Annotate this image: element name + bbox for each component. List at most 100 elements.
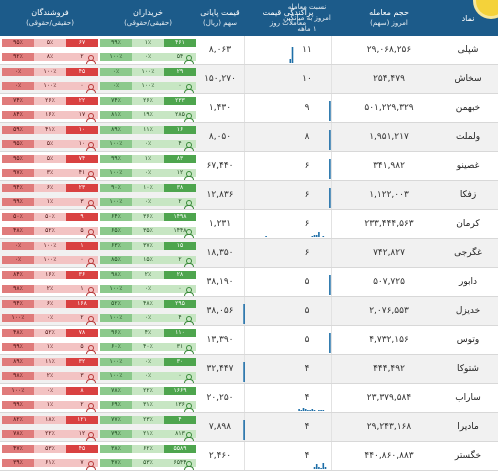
symbol-name[interactable]: وتوس [456,335,480,345]
buyers-cell: ۵۲٪ ۴۸٪ ۲۹۵ ۱۰۰٪ ۰٪ ۴ [100,297,196,325]
sellers-count: ۱۰ [66,126,98,134]
trade-volume: ۴۴۰,۸۶۰,۸۸۳ [364,451,414,461]
symbol-name[interactable]: ولملت [455,132,481,142]
buyers-legal-count: ۱۳۶ [164,401,196,409]
spread-bar [309,410,311,411]
symbol-name[interactable]: غگرجی [454,248,482,258]
buyers-count-split: ۱۰۰٪ ۰٪ ۱۲ [100,169,196,177]
volume-ratio: ۶ [304,161,310,171]
sellers-count: ۲۳ [66,184,98,192]
buyers-count: ۴ [164,416,196,424]
sellers-legal-count-percent: ۰٪ [34,314,66,322]
volume-ratio: ۱۰ [302,74,312,84]
symbol-name[interactable]: دابور [459,277,478,287]
table-row[interactable]: غصینو ۳۴۱,۹۸۲ ۶ ۶۷,۴۴۰ ۹۹٪ ۱٪ ۸۳ ۱۰۰٪ ۰٪… [0,152,498,181]
sellers-volume-split: ۷۴٪ ۲۶٪ ۲۲ [2,97,98,105]
symbol-name[interactable]: خبهمن [455,103,481,113]
table-row[interactable]: وتوس ۴,۷۳۲,۱۵۶ ۵ ۱۳,۳۹۰ ۹۶٪ ۴٪ ۱۱۰ ۶۰٪ ۴… [0,326,498,355]
sellers-count-split: ۳۹٪ ۶۱٪ ۷ [2,459,98,467]
buyers-count: ۸۳ [164,155,196,163]
buyers-legal-count: ۲۸۵ [164,111,196,119]
table-row[interactable]: دابور ۵۰۷,۷۲۵ ۵ ۳۸,۱۹۰ ۹۸٪ ۲٪ ۲۸ ۱۰۰٪ ۰٪… [0,268,498,297]
sellers-legal-percent: ۱۸٪ [34,416,66,424]
table-row[interactable]: شپلی ۲۹,۰۶۸,۲۵۶ ۱۱ ۸,۰۶۳ ۹۹٪ ۱٪ ۴۶۱ ۱۰۰٪… [0,36,498,65]
table-row[interactable]: زفکا ۱,۱۲۲,۰۰۳ ۶ ۱۲,۸۳۶ ۹۰٪ ۱۰٪ ۳۸ ۱۰۰٪ … [0,181,498,210]
sellers-legal-count: ۱۲ [66,430,98,438]
sellers-count-split: ۷۸٪ ۲۲٪ ۱۲ [2,430,98,438]
symbol-name[interactable]: مادیرا [457,422,479,432]
table-row[interactable]: سخاش ۲۵۴,۴۷۹ ۱۰ ۱۵۰,۲۷۰ ۰٪ ۱۰۰٪ ۲۹ ۰٪ ۱۰… [0,65,498,94]
sellers-legal-count-percent: ۲٪ [34,372,66,380]
buyers-legal-percent: ۱۱٪ [132,126,164,134]
spread-bar [243,420,245,440]
table-row[interactable]: ولملت ۱,۹۵۱,۲۱۷ ۸ ۸,۰۵۰ ۸۹٪ ۱۱٪ ۱۶ ۱۰۰٪ … [0,123,498,152]
person-icon [184,55,194,64]
table-row[interactable]: خدیزل ۲,۰۷۶,۵۵۳ ۵ ۳۸,۰۵۶ ۵۲٪ ۴۸٪ ۲۹۵ ۱۰۰… [0,297,498,326]
buyers-cell: ۶۴٪ ۳۶٪ ۱۴۹۸ ۶۵٪ ۳۵٪ ۱۴۴۸ [100,210,196,238]
volume-ratio: ۴ [304,422,310,432]
table-row[interactable]: خگستر ۴۴۰,۸۶۰,۸۸۳ ۴ ۲,۴۶۰ ۳۸٪ ۶۲٪ ۵۵۸۹ ۴… [0,442,498,471]
spread-bar [322,236,325,237]
symbol-name[interactable]: خگستر [454,451,482,461]
trade-volume: ۱,۹۵۱,۲۱۷ [369,132,409,142]
symbol-name[interactable]: ساراب [455,393,481,403]
sellers-real-count-percent: ۹۹٪ [2,343,34,351]
person-icon [184,171,194,180]
symbol-name[interactable]: سخاش [454,74,482,84]
spread-bar [320,410,322,411]
volume-ratio: ۸ [304,132,310,142]
price-spread-svg [313,463,327,469]
symbol-name[interactable]: زفکا [459,190,477,200]
buyers-legal-count: ۲ [164,256,196,264]
sellers-legal-count-percent: ۵٪ [34,140,66,148]
sellers-volume-split: ۰٪ ۱۰۰٪ ۴۵ [2,68,98,76]
symbol-name[interactable]: غصینو [456,161,480,171]
buyers-real-count-percent: ۱۰۰٪ [100,198,132,206]
buyers-volume-split: ۹۹٪ ۱٪ ۴۶۱ [100,39,196,47]
symbol-name[interactable]: شپلی [457,45,479,55]
table-row[interactable]: کرمان ۲۳۳,۴۴۴,۵۶۳ ۶ ۱,۲۳۱ ۶۴٪ ۳۶٪ ۱۴۹۸ ۶… [0,210,498,239]
spread-bar [329,333,331,353]
sellers-legal-percent: ۶٪ [34,184,66,192]
buyers-real-count-percent: ۱۰۰٪ [100,169,132,177]
sellers-legal-percent: ۵۲٪ [34,329,66,337]
sellers-cell: ۸۹٪ ۱۱٪ ۳۲ ۹۸٪ ۲٪ ۳ [2,355,98,383]
sellers-count: ۱۶۸ [66,300,98,308]
buyers-real-count-percent: ۶۰٪ [100,343,132,351]
sellers-real-count-percent: ۰٪ [2,256,34,264]
buyers-legal-count: ۱۴۴۸ [164,227,196,235]
buyers-legal-count: ۸۱۳ [164,430,196,438]
person-icon [86,113,96,122]
buyers-legal-count-percent: ۰٪ [132,169,164,177]
buyers-real-count-percent: ۶۹٪ [100,401,132,409]
table-row[interactable]: غگرجی ۷۴۲,۸۲۷ ۶ ۱۸,۳۵۰ ۶۳٪ ۳۷٪ ۱۵ ۸۵٪ ۱۵… [0,239,498,268]
sellers-count-split: ۸۴٪ ۱۶٪ ۱۷ [2,111,98,119]
symbol-name[interactable]: کرمان [456,219,480,229]
sellers-count: ۷۸ [66,329,98,337]
buyers-count-split: ۱۰۰٪ ۰٪ ۴ [100,140,196,148]
symbol-name[interactable]: شتوکا [457,364,479,374]
price-spread-svg [243,65,331,94]
symbol-name[interactable]: خدیزل [455,306,481,316]
table-row[interactable]: خبهمن ۵۰۱,۲۲۹,۳۲۹ ۹ ۱,۴۳۰ ۷۴٪ ۲۶٪ ۲۳۳ ۸۱… [0,94,498,123]
table-row[interactable]: شتوکا ۴۴۴,۴۹۲ ۴ ۳۲,۴۴۷ ۱۰۰٪ ۰٪ ۳۰ ۱۰۰٪ ۰… [0,355,498,384]
buyers-cell: ۶۳٪ ۳۷٪ ۱۵ ۸۵٪ ۱۵٪ ۲ [100,239,196,267]
buyers-legal-percent: ۰٪ [132,358,164,366]
person-icon [184,316,194,325]
table-row[interactable]: ساراب ۲۳,۳۷۹,۵۸۴ ۴ ۲۰,۲۵۰ ۷۸٪ ۲۲٪ ۱۶۶۹ ۶… [0,384,498,413]
header-spark: پراکندگی قیمت معاملات روز [262,8,314,27]
sellers-legal-percent: ۲۶٪ [34,97,66,105]
header-volume: حجم معامله امروز (سهم) [369,8,409,27]
buyers-legal-count-percent: ۳۵٪ [132,227,164,235]
sellers-cell: ۹۴٪ ۶٪ ۲۳ ۹۹٪ ۱٪ ۳ [2,181,98,209]
sellers-volume-split: ۱۰۰٪ ۰٪ ۸ [2,387,98,395]
buyers-count: ۱۶ [164,126,196,134]
sellers-volume-split: ۹۵٪ ۵٪ ۷۴ [2,155,98,163]
sellers-cell: ۹۴٪ ۶٪ ۱۶۸ ۱۰۰٪ ۰٪ ۲ [2,297,98,325]
table-row[interactable]: مادیرا ۲۹,۲۴۳,۱۶۸ ۴ ۷,۸۹۸ ۷۷٪ ۲۳٪ ۴ ۷۹٪ … [0,413,498,442]
sellers-legal-count-percent: ۲٪ [34,285,66,293]
price-spread-svg [243,362,245,382]
spread-bar [315,235,318,237]
person-icon [86,287,96,296]
buyers-legal-percent: ۴٪ [132,329,164,337]
